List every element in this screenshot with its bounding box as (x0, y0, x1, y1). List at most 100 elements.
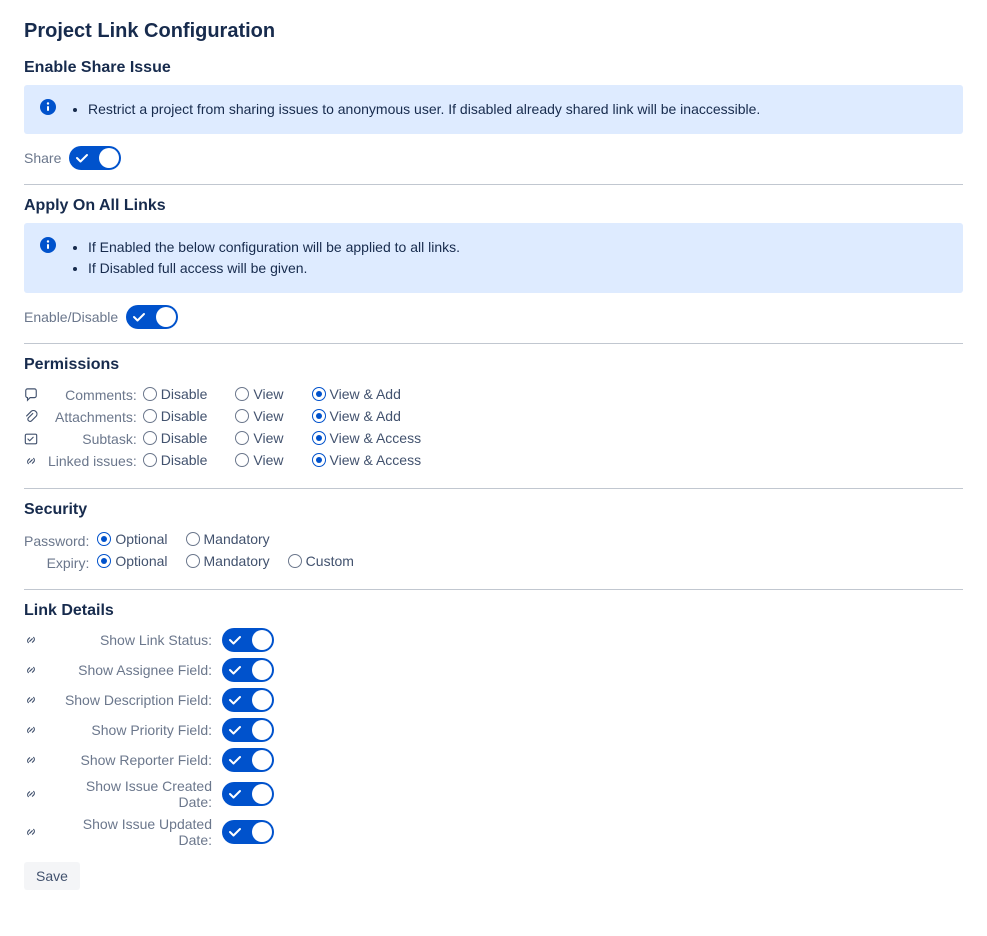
radio-label: Disable (161, 430, 208, 446)
enable-share-heading: Enable Share Issue (24, 59, 963, 77)
permission-option-view[interactable]: View (235, 386, 283, 402)
subtask-icon (24, 430, 48, 448)
radio-label: View & Access (330, 430, 422, 446)
check-icon (228, 633, 242, 647)
link-icon (24, 663, 42, 677)
permission-option-view_add[interactable]: View & Add (312, 386, 401, 402)
permission-option-view_add[interactable]: View & Add (312, 408, 401, 424)
security-heading: Security (24, 501, 963, 519)
link-detail-row-status: Show Link Status: (24, 628, 963, 652)
link-detail-toggle-created[interactable] (222, 782, 274, 806)
radio-label: Mandatory (204, 531, 270, 547)
share-toggle-label: Share (24, 150, 61, 166)
radio-input[interactable] (312, 431, 326, 445)
link-detail-toggle-updated[interactable] (222, 820, 274, 844)
radio-input[interactable] (312, 387, 326, 401)
radio-label: Mandatory (204, 553, 270, 569)
link-detail-label: Show Issue Created Date: (52, 778, 212, 810)
section-apply-all: Apply On All Links If Enabled the below … (24, 197, 963, 344)
security-option-optional[interactable]: Optional (97, 531, 167, 547)
link-details-heading: Link Details (24, 602, 963, 620)
info-item: Restrict a project from sharing issues t… (88, 99, 947, 120)
check-icon (132, 310, 146, 324)
link-detail-toggle-reporter[interactable] (222, 748, 274, 772)
radio-input[interactable] (312, 453, 326, 467)
info-icon (40, 99, 56, 115)
permission-option-disable[interactable]: Disable (143, 430, 208, 446)
radio-input[interactable] (312, 409, 326, 423)
link-detail-toggle-description[interactable] (222, 688, 274, 712)
security-label: Password: (24, 531, 97, 549)
apply-all-toggle[interactable] (126, 305, 178, 329)
permission-option-disable[interactable]: Disable (143, 408, 208, 424)
radio-input[interactable] (143, 409, 157, 423)
info-icon (40, 237, 56, 253)
permission-option-view_access[interactable]: View & Access (312, 452, 422, 468)
permission-option-disable[interactable]: Disable (143, 452, 208, 468)
security-label: Expiry: (24, 553, 97, 571)
radio-label: Optional (115, 531, 167, 547)
share-toggle[interactable] (69, 146, 121, 170)
check-icon (228, 723, 242, 737)
toggle-knob (99, 148, 119, 168)
check-icon (228, 787, 242, 801)
security-option-custom[interactable]: Custom (288, 553, 354, 569)
radio-input[interactable] (288, 554, 302, 568)
enable-share-info: Restrict a project from sharing issues t… (24, 85, 963, 134)
link-icon (24, 633, 42, 647)
radio-input[interactable] (235, 453, 249, 467)
link-icon (24, 452, 48, 470)
save-button[interactable]: Save (24, 862, 80, 890)
radio-input[interactable] (235, 431, 249, 445)
link-detail-row-created: Show Issue Created Date: (24, 778, 963, 810)
toggle-knob (252, 784, 272, 804)
radio-input[interactable] (186, 532, 200, 546)
permission-option-disable[interactable]: Disable (143, 386, 208, 402)
info-item: If Enabled the below configuration will … (88, 237, 947, 258)
apply-all-info: If Enabled the below configuration will … (24, 223, 963, 293)
security-option-mandatory[interactable]: Mandatory (186, 531, 270, 547)
apply-all-toggle-label: Enable/Disable (24, 309, 118, 325)
permission-option-view[interactable]: View (235, 408, 283, 424)
radio-input[interactable] (143, 453, 157, 467)
radio-input[interactable] (143, 387, 157, 401)
info-item: If Disabled full access will be given. (88, 258, 947, 279)
toggle-knob (252, 630, 272, 650)
link-detail-row-updated: Show Issue Updated Date: (24, 816, 963, 848)
attachment-icon (24, 408, 48, 426)
toggle-knob (156, 307, 176, 327)
radio-input[interactable] (186, 554, 200, 568)
permission-option-view[interactable]: View (235, 430, 283, 446)
link-icon (24, 825, 42, 839)
link-detail-toggle-status[interactable] (222, 628, 274, 652)
security-option-mandatory[interactable]: Mandatory (186, 553, 270, 569)
toggle-knob (252, 822, 272, 842)
radio-input[interactable] (235, 409, 249, 423)
radio-input[interactable] (143, 431, 157, 445)
link-detail-label: Show Assignee Field: (52, 662, 212, 678)
security-option-optional[interactable]: Optional (97, 553, 167, 569)
radio-input[interactable] (97, 554, 111, 568)
radio-label: Disable (161, 386, 208, 402)
link-icon (24, 787, 42, 801)
check-icon (228, 825, 242, 839)
radio-label: View (253, 408, 283, 424)
link-detail-row-description: Show Description Field: (24, 688, 963, 712)
apply-all-heading: Apply On All Links (24, 197, 963, 215)
page-title: Project Link Configuration (24, 20, 963, 43)
permission-option-view_access[interactable]: View & Access (312, 430, 422, 446)
permission-label: Linked issues: (48, 452, 143, 470)
radio-label: Disable (161, 408, 208, 424)
toggle-knob (252, 690, 272, 710)
security-row-expiry: Expiry:Optional Mandatory Custom (24, 553, 372, 571)
permission-option-view[interactable]: View (235, 452, 283, 468)
link-detail-label: Show Priority Field: (52, 722, 212, 738)
link-detail-toggle-assignee[interactable] (222, 658, 274, 682)
section-permissions: Permissions Comments:DisableViewView & A… (24, 356, 963, 489)
radio-input[interactable] (97, 532, 111, 546)
radio-input[interactable] (235, 387, 249, 401)
link-detail-row-reporter: Show Reporter Field: (24, 748, 963, 772)
permission-row-attachments: Attachments:DisableViewView & Add (24, 408, 449, 426)
link-detail-toggle-priority[interactable] (222, 718, 274, 742)
check-icon (228, 693, 242, 707)
